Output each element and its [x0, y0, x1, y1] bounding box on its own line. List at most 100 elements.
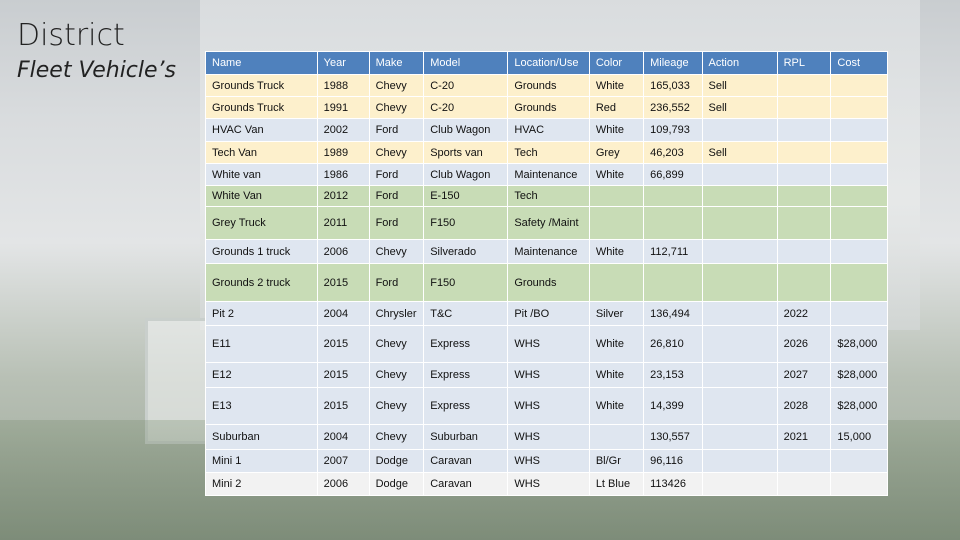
table-row: E13 2015 Chevy Express WHS White 14,399 2028 $28…: [205, 387, 888, 425]
cell-cost: [830, 185, 888, 207]
cell-location: Tech: [507, 141, 590, 164]
cell-mileage: 113426: [643, 472, 703, 496]
cell-mileage: [643, 206, 703, 240]
cell-name: HVAC Van: [205, 118, 318, 142]
cell-location: Grounds: [507, 96, 590, 119]
cell-cost: [830, 118, 888, 142]
cell-mileage: 46,203: [643, 141, 703, 164]
cell-model: F150: [423, 206, 509, 240]
cell-model: F150: [423, 263, 509, 302]
cell-make: Dodge: [368, 472, 425, 496]
cell-model: Sports van: [423, 141, 509, 164]
cell-model: Express: [423, 362, 509, 388]
slide-title: District: [17, 18, 125, 53]
cell-rpl: 2026: [776, 325, 832, 363]
cell-action: [701, 449, 778, 473]
table-header-row: Name Year Make Model Location/Use Color …: [205, 51, 888, 75]
cell-rpl: [776, 263, 832, 302]
cell-cost: [830, 74, 888, 97]
cell-mileage: 96,116: [643, 449, 703, 473]
cell-year: 2004: [316, 424, 370, 450]
cell-mileage: [643, 185, 703, 207]
cell-name: Grey Truck: [205, 206, 318, 240]
cell-make: Chevy: [368, 387, 425, 425]
table-row: Grounds Truck 1991 Chevy C-20 Grounds Red 236,…: [205, 96, 888, 119]
cell-color: White: [588, 163, 645, 186]
cell-name: Grounds Truck: [205, 96, 318, 119]
cell-name: Mini 2: [205, 472, 318, 496]
cell-cost: $28,000: [830, 325, 888, 363]
cell-cost: 15,000: [830, 424, 888, 450]
cell-rpl: [776, 163, 832, 186]
cell-year: 2011: [316, 206, 370, 240]
cell-mileage: 23,153: [643, 362, 703, 388]
cell-mileage: 14,399: [643, 387, 703, 425]
cell-cost: $28,000: [830, 387, 888, 425]
cell-model: Suburban: [423, 424, 509, 450]
cell-color: Lt Blue: [588, 472, 645, 496]
table-row: Tech Van 1989 Chevy Sports van Tech Grey 46,20…: [205, 141, 888, 164]
table-row: HVAC Van 2002 Ford Club Wagon HVAC White 109,7…: [205, 118, 888, 142]
cell-model: Club Wagon: [423, 163, 509, 186]
cell-action: [701, 118, 778, 142]
cell-year: 2015: [316, 325, 370, 363]
cell-make: Ford: [368, 185, 425, 207]
cell-action: [701, 301, 778, 326]
cell-name: White van: [205, 163, 318, 186]
cell-year: 1989: [316, 141, 370, 164]
table-row: Pit 2 2004 Chrysler T&C Pit /BO Silver 136,494…: [205, 301, 888, 326]
cell-rpl: [776, 141, 832, 164]
cell-year: 2012: [316, 185, 370, 207]
cell-model: T&C: [423, 301, 509, 326]
cell-action: [701, 239, 778, 264]
cell-location: Grounds: [507, 74, 590, 97]
header-action: Action: [701, 51, 778, 75]
table-row: E11 2015 Chevy Express WHS White 26,810 2026 $28…: [205, 325, 888, 363]
cell-color: White: [588, 239, 645, 264]
cell-model: C-20: [423, 96, 509, 119]
cell-mileage: 112,711: [643, 239, 703, 264]
cell-year: 2002: [316, 118, 370, 142]
slide-subtitle: Fleet Vehicle’s: [17, 58, 177, 83]
cell-color: White: [588, 118, 645, 142]
table-row: Mini 2 2006 Dodge Caravan WHS Lt Blue 113426: [205, 472, 888, 496]
fleet-table: Name Year Make Model Location/Use Color …: [205, 51, 888, 496]
cell-make: Ford: [368, 118, 425, 142]
cell-model: Silverado: [423, 239, 509, 264]
cell-model: C-20: [423, 74, 509, 97]
cell-location: WHS: [507, 449, 590, 473]
cell-year: 1988: [316, 74, 370, 97]
cell-color: Grey: [588, 141, 645, 164]
cell-location: WHS: [507, 424, 590, 450]
cell-location: WHS: [507, 472, 590, 496]
cell-location: Grounds: [507, 263, 590, 302]
cell-mileage: 109,793: [643, 118, 703, 142]
cell-action: Sell: [701, 96, 778, 119]
cell-location: WHS: [507, 362, 590, 388]
cell-cost: [830, 141, 888, 164]
header-mileage: Mileage: [643, 51, 703, 75]
cell-location: Maintenance: [507, 163, 590, 186]
cell-color: Bl/Gr: [588, 449, 645, 473]
cell-name: E11: [205, 325, 318, 363]
cell-location: WHS: [507, 387, 590, 425]
cell-cost: [830, 96, 888, 119]
cell-cost: [830, 301, 888, 326]
cell-rpl: [776, 472, 832, 496]
cell-make: Ford: [368, 206, 425, 240]
cell-year: 2006: [316, 239, 370, 264]
cell-name: White Van: [205, 185, 318, 207]
cell-year: 2015: [316, 263, 370, 302]
cell-mileage: 236,552: [643, 96, 703, 119]
cell-model: Express: [423, 387, 509, 425]
cell-name: Grounds 2 truck: [205, 263, 318, 302]
cell-color: [588, 424, 645, 450]
cell-make: Dodge: [368, 449, 425, 473]
header-rpl: RPL: [776, 51, 832, 75]
cell-action: [701, 472, 778, 496]
cell-action: [701, 185, 778, 207]
cell-make: Chevy: [368, 325, 425, 363]
cell-name: E13: [205, 387, 318, 425]
cell-year: 2015: [316, 362, 370, 388]
header-name: Name: [205, 51, 318, 75]
